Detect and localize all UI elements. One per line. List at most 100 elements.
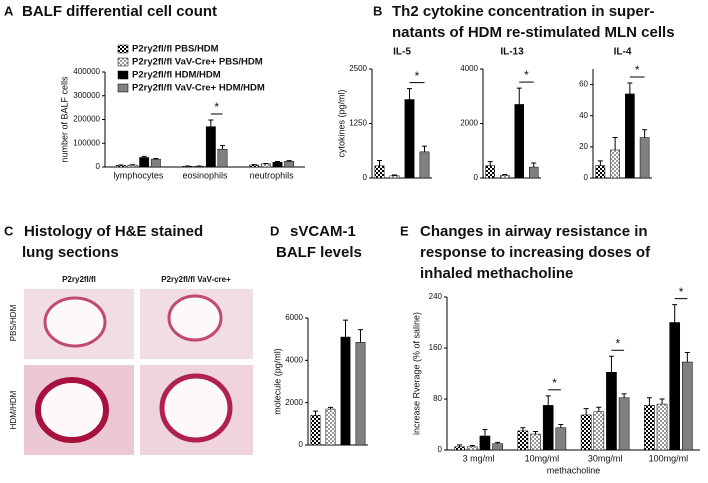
error-bar [612, 137, 618, 150]
error-bar [469, 445, 475, 447]
error-bar [343, 319, 348, 338]
panel-title: response to increasing doses of [420, 244, 651, 261]
panel-title: BALF levels [276, 244, 362, 261]
y-tick-label: 160 [429, 343, 443, 352]
significance-label: * [635, 63, 640, 77]
y-tick-label: 400000 [73, 67, 100, 76]
bar [644, 405, 655, 451]
chart-title: IL-4 [614, 47, 632, 58]
y-tick-label: 80 [433, 394, 442, 403]
error-bar [646, 397, 652, 406]
legend-label: P2ry2fl/fl VaV-Cre+ HDM/HDM [132, 83, 265, 94]
panel-label: C [4, 223, 14, 238]
y-tick-label: 0 [96, 162, 101, 171]
y-tick-label: 40 [579, 111, 588, 120]
error-bar [608, 355, 614, 373]
y-tick-label: 0 [363, 173, 368, 182]
error-bar [275, 161, 280, 163]
bar [374, 165, 385, 179]
error-bar [520, 427, 526, 431]
legend-label: P2ry2fl/fl VaV-Cre+ PBS/HDM [132, 57, 263, 68]
error-bar [672, 304, 678, 323]
bar [618, 397, 630, 451]
y-tick-label: 0 [474, 173, 479, 182]
error-bar [487, 161, 493, 166]
legend-swatch [117, 70, 129, 80]
bar [625, 93, 635, 179]
error-bar [558, 424, 564, 428]
bar [217, 148, 228, 168]
bar [355, 342, 366, 446]
error-bar [220, 145, 225, 150]
error-bar [358, 329, 363, 343]
legend-swatch [117, 57, 129, 67]
bar [542, 405, 554, 451]
bar [115, 165, 126, 168]
y-tick-label: 0 [438, 445, 443, 454]
error-bar [153, 157, 159, 160]
bar [150, 158, 161, 168]
error-bar [621, 393, 627, 398]
row-label: PBS/HDM [9, 304, 18, 341]
legend-label: P2ry2fl/fl PBS/HDM [132, 44, 219, 55]
bar [466, 446, 478, 451]
bar [656, 403, 668, 451]
error-bar [659, 398, 665, 405]
panel-title: lung sections [22, 244, 119, 261]
significance-label: * [615, 336, 620, 350]
column-label: P2ry2fl/fl [62, 275, 96, 284]
y-tick-label: 2500 [349, 64, 367, 73]
significance-label: * [214, 100, 219, 114]
panel-title: sVCAM-1 [290, 223, 356, 240]
airway [167, 294, 223, 342]
panel-label: B [373, 3, 382, 18]
significance-label: * [552, 376, 557, 390]
significance-label: * [415, 69, 420, 83]
bar [606, 371, 617, 451]
bar [340, 336, 351, 446]
y-axis-label: increase Rverage (% of saline) [411, 312, 421, 435]
error-bar [313, 410, 318, 416]
y-tick-label: 100000 [73, 138, 100, 147]
bar [139, 157, 150, 168]
bar [669, 322, 681, 451]
x-tick-label: 100mg/ml [649, 453, 689, 463]
histology-panel: C Histology of H&E stained lung sections… [4, 223, 253, 455]
panel-title: Changes in airway resistance in [420, 223, 648, 240]
y-tick-label: 240 [429, 292, 443, 301]
y-tick-label: 2000 [460, 119, 478, 128]
error-bar [684, 351, 690, 363]
panel-label: A [4, 3, 14, 18]
bar [580, 414, 592, 451]
significance-label: * [679, 285, 684, 299]
y-tick-label: 2000 [285, 398, 303, 407]
significance-label: * [524, 68, 529, 82]
y-tick-label: 0 [299, 440, 304, 449]
panel-label: D [270, 223, 279, 238]
bar [260, 163, 271, 168]
bar [595, 165, 606, 179]
row-label: HDM/HDM [9, 390, 18, 429]
bar [272, 162, 283, 168]
bar [325, 408, 336, 446]
error-bar [328, 406, 333, 410]
error-bar [502, 173, 508, 176]
panel-title: Th2 cytokine concentration in super- [392, 3, 655, 20]
bar [517, 430, 529, 451]
x-axis-label: methacholine [547, 465, 601, 475]
bar [249, 164, 260, 168]
x-tick-label: neutrophils [250, 170, 295, 180]
airway [43, 296, 107, 348]
bar [419, 151, 430, 179]
panel-label: E [400, 223, 409, 238]
error-bar [495, 441, 501, 444]
error-bar [642, 129, 648, 138]
y-tick-label: 4000 [285, 355, 303, 364]
x-tick-label: lymphocytes [113, 170, 164, 180]
error-bar [422, 145, 427, 152]
y-axis-label: number of BALF cells [59, 76, 69, 163]
error-bar [286, 160, 292, 162]
y-axis-label: cytokines (pg/ml) [336, 89, 346, 157]
error-bar [482, 429, 488, 436]
